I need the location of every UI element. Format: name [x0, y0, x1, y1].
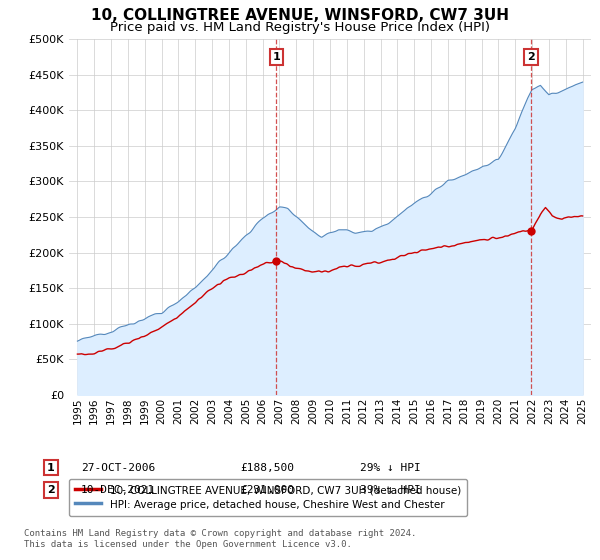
Legend: 10, COLLINGTREE AVENUE, WINSFORD, CW7 3UH (detached house), HPI: Average price, : 10, COLLINGTREE AVENUE, WINSFORD, CW7 3U… [69, 479, 467, 516]
Text: 1: 1 [47, 463, 55, 473]
Text: 2: 2 [527, 52, 535, 62]
Text: Contains HM Land Registry data © Crown copyright and database right 2024.
This d: Contains HM Land Registry data © Crown c… [24, 529, 416, 549]
Text: £188,500: £188,500 [240, 463, 294, 473]
Text: 39% ↓ HPI: 39% ↓ HPI [360, 485, 421, 495]
Text: 27-OCT-2006: 27-OCT-2006 [81, 463, 155, 473]
Text: Price paid vs. HM Land Registry's House Price Index (HPI): Price paid vs. HM Land Registry's House … [110, 21, 490, 34]
Text: 29% ↓ HPI: 29% ↓ HPI [360, 463, 421, 473]
Text: 10, COLLINGTREE AVENUE, WINSFORD, CW7 3UH: 10, COLLINGTREE AVENUE, WINSFORD, CW7 3U… [91, 8, 509, 24]
Text: 10-DEC-2021: 10-DEC-2021 [81, 485, 155, 495]
Text: 2: 2 [47, 485, 55, 495]
Text: 1: 1 [272, 52, 280, 62]
Text: £231,000: £231,000 [240, 485, 294, 495]
